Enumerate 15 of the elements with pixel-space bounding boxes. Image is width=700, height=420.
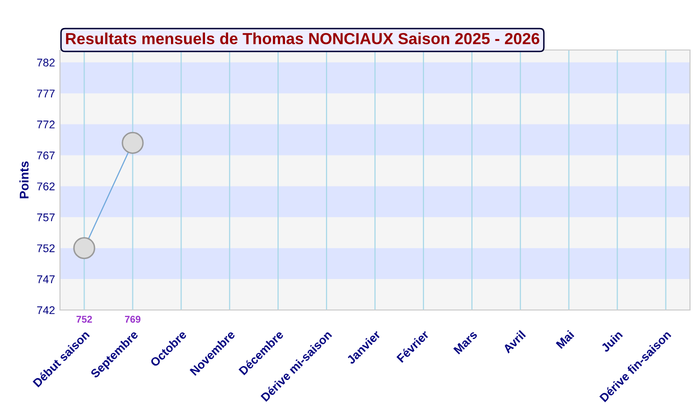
chart-title: Resultats mensuels de Thomas NONCIAUX Saison 2025 - 2026 bbox=[66, 32, 540, 44]
data-label: 769 bbox=[125, 316, 140, 323]
y-tick-label: 757 bbox=[37, 214, 55, 222]
data-label: 752 bbox=[76, 316, 92, 323]
x-tick-label: Mai bbox=[555, 330, 574, 349]
y-tick-label: 762 bbox=[37, 182, 55, 190]
y-tick-label: 752 bbox=[37, 244, 55, 252]
y-tick-label: 767 bbox=[37, 152, 55, 160]
y-tick-label: 782 bbox=[37, 58, 55, 67]
y-axis-title: Points bbox=[19, 161, 29, 198]
y-tick-label: 772 bbox=[37, 120, 55, 128]
x-tick-label: Juin bbox=[600, 330, 623, 353]
y-tick-label: 747 bbox=[37, 275, 55, 284]
y-tick-label: 742 bbox=[37, 306, 55, 314]
y-tick-label: 777 bbox=[37, 90, 55, 98]
